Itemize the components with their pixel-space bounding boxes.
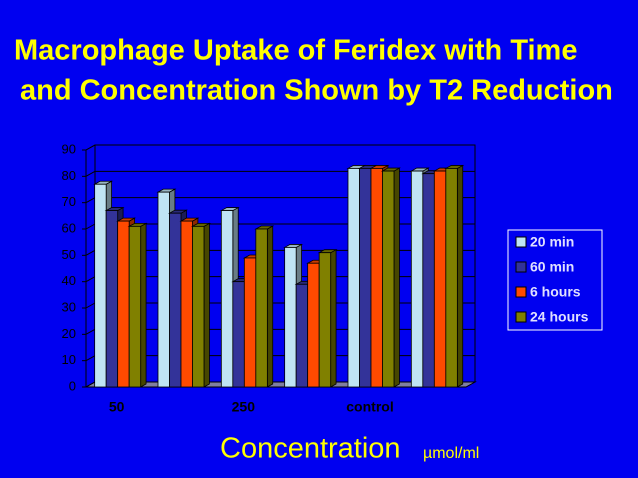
grid-line [85,355,96,362]
grid-line [85,276,96,283]
x-axis-label: Concentration [220,433,401,465]
bar [295,283,309,388]
grid-line [85,223,96,230]
chart-title: and Concentration Shown by T2 Reduction [20,75,613,107]
bar [370,168,383,388]
x-tick-label: control [346,399,393,415]
bar [410,170,424,388]
bar-side [393,167,400,388]
legend-swatch [515,236,527,248]
bar [232,281,245,388]
bar [284,247,297,388]
bar [433,170,447,388]
y-tick-label: 10 [62,352,76,367]
bar [169,212,182,388]
y-tick-label: 90 [62,141,76,156]
grid-line [85,249,96,256]
y-tick-label: 0 [69,378,76,393]
bar [382,170,395,388]
legend-swatch [515,311,527,323]
y-tick-label: 70 [62,194,76,209]
bar [220,210,234,388]
bar [243,257,257,388]
bar [128,225,142,388]
legend-label: 20 min [530,234,574,250]
bar [192,225,205,388]
x-tick-label: 250 [232,399,256,415]
bar-side [330,249,337,388]
legend-swatch [515,261,527,273]
grid-line [85,302,96,309]
bar-side [140,222,147,388]
bar [117,220,130,388]
legend-label: 6 hours [530,284,581,300]
bar [180,220,193,388]
bar-side [203,222,210,388]
y-tick-label: 20 [62,326,76,341]
bar [157,191,170,388]
grid-line [85,170,96,177]
legend-label: 60 min [530,259,574,275]
grid-line [85,381,96,388]
x-tick-label: 50 [109,399,125,415]
y-tick-label: 40 [62,273,76,288]
grid-line [85,328,96,335]
bar [94,183,107,388]
x-axis-unit: µmol/ml [423,445,479,462]
bar [445,168,458,388]
bar [105,210,119,388]
legend-swatch [515,286,527,298]
bar-side [456,164,464,388]
bar-side [266,225,274,388]
y-tick-label: 80 [62,168,76,183]
y-tick-label: 30 [62,299,76,314]
bar [255,228,268,388]
bar [318,252,332,388]
legend-label: 24 hours [530,309,589,325]
grid-line [85,144,96,151]
y-tick-label: 60 [62,220,76,235]
bar [347,168,360,388]
grid-line [85,197,96,204]
legend-box [507,229,603,331]
bar [307,262,320,388]
bar [359,168,372,388]
y-tick-label: 50 [62,247,76,262]
chart-title: Macrophage Uptake of Feridex with Time [14,35,577,67]
bar [422,173,435,388]
